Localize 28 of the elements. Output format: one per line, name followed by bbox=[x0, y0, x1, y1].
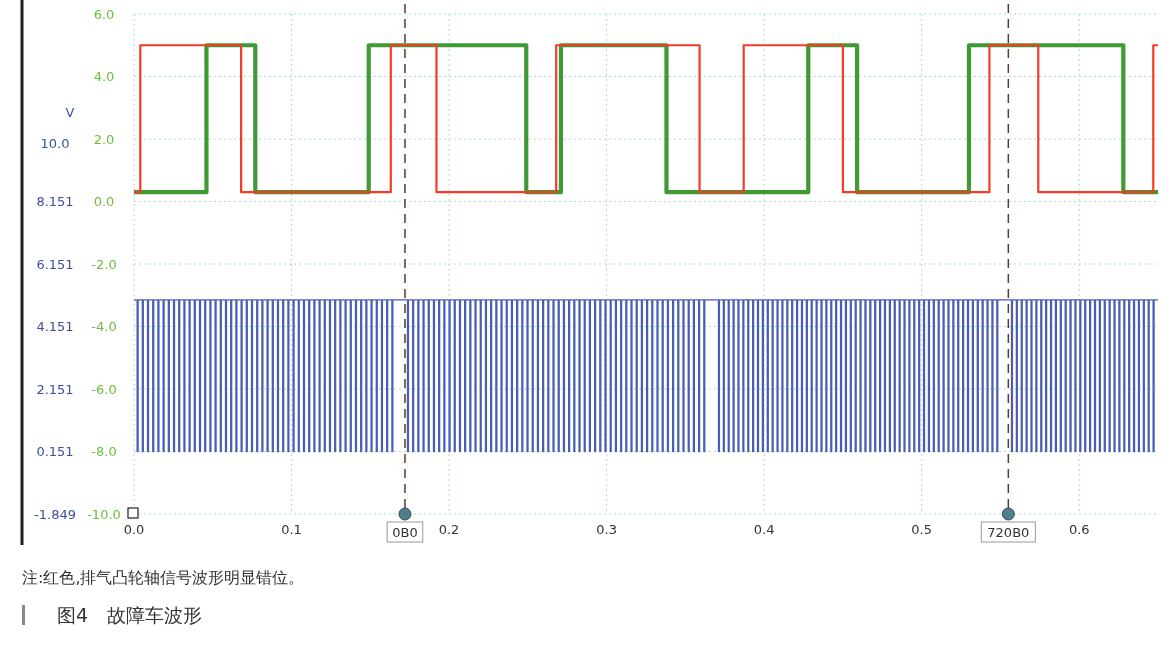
y-tick-label: -10.0 bbox=[87, 506, 121, 522]
x-tick-label: 0.3 bbox=[596, 522, 617, 537]
x-tick-label: 0.5 bbox=[911, 522, 933, 537]
y-tick-label: 6.0 bbox=[93, 6, 115, 22]
y2-tick-label: 0.151 bbox=[36, 444, 74, 460]
x-tick-label: 0.2 bbox=[438, 522, 460, 537]
text: 图4 故障车波形 bbox=[57, 604, 203, 626]
y-tick-label: 2.0 bbox=[93, 131, 115, 147]
x-tick-label: 0.6 bbox=[1068, 522, 1090, 537]
x-tick-label: 0.0 bbox=[123, 522, 145, 537]
x-tick-label: 0.1 bbox=[281, 522, 302, 537]
y2-tick-label: 2.151 bbox=[36, 381, 74, 397]
y2-tick-label: 10.0 bbox=[40, 136, 70, 152]
y-tick-label: -8.0 bbox=[91, 444, 117, 460]
ref-line-label: 720B0 bbox=[987, 525, 1030, 540]
text: 注:红色,排气凸轮轴信号波形明显错位。 bbox=[22, 568, 305, 587]
y2-tick-label: -1.849 bbox=[34, 506, 76, 522]
y2-axis-title: V bbox=[65, 104, 75, 120]
y2-tick-label: 4.151 bbox=[36, 319, 74, 335]
y2-tick-label: 6.151 bbox=[36, 256, 74, 272]
y-tick-label: -6.0 bbox=[91, 381, 117, 397]
y2-tick-label: 8.151 bbox=[36, 194, 74, 210]
x-tick-label: 0.4 bbox=[753, 522, 775, 537]
y-tick-label: 4.0 bbox=[93, 69, 115, 85]
y-tick-label: -2.0 bbox=[91, 256, 117, 272]
y-tick-label: 0.0 bbox=[93, 194, 115, 210]
ref-line-label: 0B0 bbox=[392, 525, 418, 540]
y-tick-label: -4.0 bbox=[91, 319, 117, 335]
